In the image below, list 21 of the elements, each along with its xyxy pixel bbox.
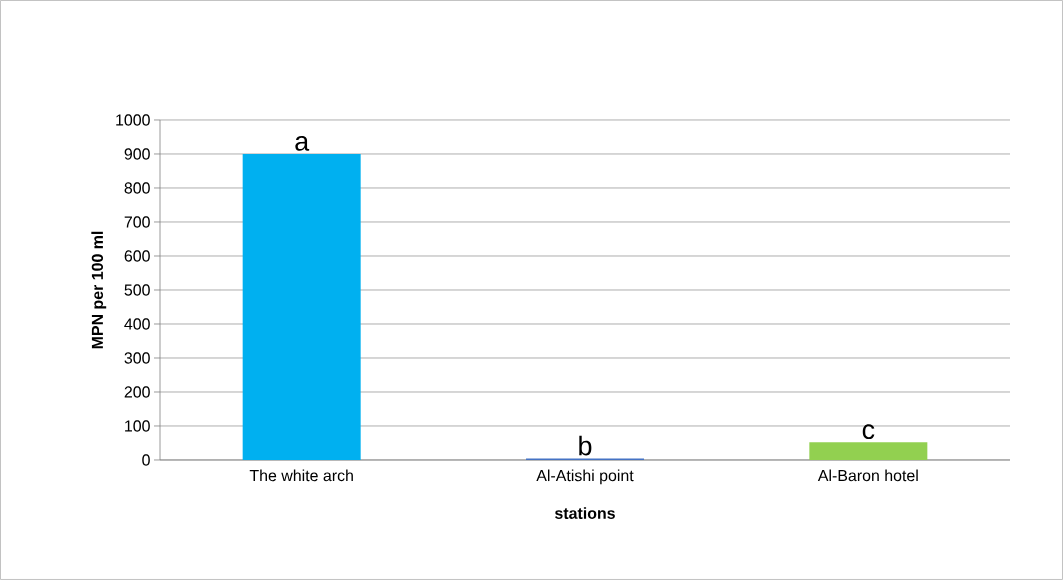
x-tick-label: Al-Atishi point [536, 469, 634, 485]
bar [809, 442, 928, 460]
annotation: b [579, 435, 592, 456]
y-tick-label: 0 [142, 454, 150, 466]
y-tick-label: 800 [124, 182, 150, 194]
x-tick-label: Al-Baron hotel [817, 469, 918, 482]
y-tick-label: 500 [124, 284, 150, 296]
y-tick-label: 900 [124, 148, 150, 160]
y-axis-title: MPN per 100 ml [91, 231, 107, 349]
x-tick-label: The white arch [249, 469, 353, 482]
y-tick-label: 200 [124, 386, 150, 398]
y-tick-label: 600 [124, 250, 150, 262]
y-tick-label: 300 [124, 352, 150, 364]
x-axis-title: stations [555, 507, 615, 519]
bar [242, 153, 361, 460]
y-tick-label: 400 [124, 318, 150, 330]
y-tick-label: 700 [124, 216, 150, 228]
annotation: a [295, 136, 310, 151]
y-tick-label: 1000 [116, 114, 150, 126]
annotation: c [862, 424, 875, 440]
y-tick-label: 100 [125, 420, 150, 432]
